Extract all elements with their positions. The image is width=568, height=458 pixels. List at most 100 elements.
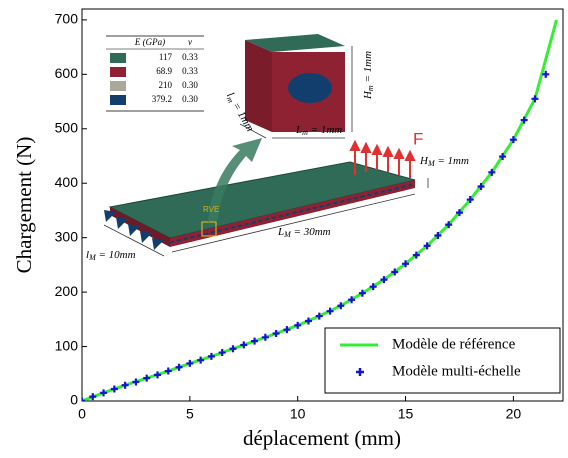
marker: [337, 302, 345, 310]
material-swatch: [110, 81, 126, 91]
marker: [132, 378, 140, 386]
marker: [186, 359, 194, 367]
dim-sub: M: [283, 230, 292, 239]
rve-label: RVE: [203, 205, 219, 214]
x-axis-label: déplacement (mm): [243, 426, 401, 450]
y-tick-label: 500: [55, 119, 79, 135]
marker: [261, 333, 269, 341]
clamps: [104, 210, 164, 250]
plot-area: [82, 19, 558, 401]
marker: [175, 363, 183, 371]
marker: [402, 260, 410, 268]
marker: [197, 356, 205, 364]
marker: [380, 276, 388, 284]
y-tick-label: 0: [70, 392, 78, 408]
dim-sub: m: [366, 85, 375, 91]
dim-symbol: H: [362, 90, 374, 100]
marker: [326, 307, 334, 315]
material-e: 210: [159, 80, 173, 90]
marker: [412, 251, 420, 259]
y-tick-label: 100: [55, 337, 79, 353]
marker: [229, 345, 237, 353]
dim-symbol: L: [277, 226, 284, 238]
dim-symbol: H: [419, 155, 429, 167]
marker: [348, 296, 356, 304]
table-header: ν: [188, 37, 192, 47]
dim-sub: m: [225, 95, 236, 105]
y-tick-label: 600: [55, 65, 79, 81]
dim-label: Lm = 1mm: [295, 124, 342, 137]
legend-marker: [356, 368, 364, 376]
plot-frame: [81, 8, 564, 402]
dim-symbol: l: [224, 90, 236, 99]
dim-rest: = 1mm: [308, 124, 342, 136]
material-nu: 0.33: [182, 66, 198, 76]
cube-top: [245, 34, 345, 52]
material-e: 379.2: [152, 94, 172, 104]
marker: [455, 209, 463, 217]
marker: [531, 95, 539, 103]
x-tick-label: 5: [186, 406, 194, 422]
marker: [445, 221, 453, 229]
cube-fiber: [288, 73, 332, 103]
marker: [240, 341, 248, 349]
dim-rest: = 30mm: [291, 226, 331, 238]
material-e: 117: [159, 52, 173, 62]
y-tick-label: 300: [55, 228, 79, 244]
dim-label: LM = 30mm: [277, 226, 331, 239]
dim-label: lM = 10mm: [86, 249, 136, 262]
plate-end: [110, 207, 170, 247]
marker: [434, 231, 442, 239]
y-tick-label: 700: [55, 11, 79, 27]
marker: [218, 349, 226, 357]
dim-sub: M: [427, 159, 436, 168]
x-tick-label: 0: [78, 406, 86, 422]
dim-rest: = 1mm: [362, 51, 374, 85]
marker: [153, 371, 161, 379]
x-tick-label: 10: [290, 406, 306, 422]
legend: [324, 327, 561, 394]
x-tick-label: 15: [398, 406, 414, 422]
table-header: E (GPa): [134, 37, 165, 47]
marker: [100, 389, 108, 397]
material-e: 68.9: [156, 66, 172, 76]
marker: [423, 242, 431, 250]
material-swatch: [110, 67, 126, 77]
legend-label: Modèle multi-échelle: [392, 363, 521, 379]
dimension-lines: [103, 46, 429, 257]
marker: [283, 326, 291, 334]
dim-rest: = 10mm: [96, 249, 136, 261]
material-nu: 0.30: [182, 80, 198, 90]
legend-label: Modèle de référence: [392, 336, 516, 352]
cube-left: [245, 40, 272, 132]
marker: [542, 70, 550, 78]
marker: [251, 337, 259, 345]
material-table: E (GPa) ν 117 0.33 68.9 0.33 210 0.30 379.2 0.3…: [106, 35, 204, 112]
marker: [110, 385, 118, 393]
marker: [143, 374, 151, 382]
marker: [164, 367, 172, 375]
marker: [477, 182, 485, 190]
dim-sub: M: [88, 253, 97, 262]
marker: [358, 289, 366, 297]
dim-rest: = 1mm: [435, 155, 469, 167]
y-tick-label: 200: [55, 283, 79, 299]
dim-label: Hm = 1mm: [362, 51, 375, 100]
marker: [207, 352, 215, 360]
force-arrows: [349, 139, 416, 178]
marker: [121, 381, 129, 389]
marker: [89, 393, 97, 401]
dim-symbol: l: [86, 249, 89, 261]
y-tick-label: 400: [55, 174, 79, 190]
rve-box: [201, 221, 217, 237]
marker: [294, 321, 302, 329]
marker: [499, 153, 507, 161]
marker: [391, 268, 399, 276]
plate-top: [108, 161, 416, 239]
material-swatch: [110, 53, 126, 63]
dim-sub: m: [302, 128, 308, 137]
marker: [466, 196, 474, 204]
y-axis-label: Chargement (N): [12, 137, 36, 274]
